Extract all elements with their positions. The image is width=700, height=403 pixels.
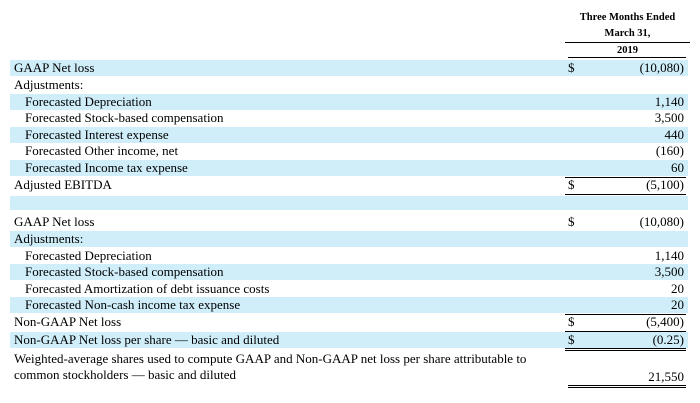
table-row: GAAP Net loss $ (10,080) xyxy=(10,60,688,76)
row-label: Non-GAAP Net loss per share — basic and … xyxy=(14,332,280,347)
header-line3: 2019 xyxy=(617,45,638,56)
row-label: Forecasted Non-cash income tax expense xyxy=(25,297,241,312)
table-row: Non-GAAP Net loss $ (5,400) xyxy=(10,314,688,334)
header-line2: March 31, xyxy=(565,26,690,43)
header-line1: Three Months Ended xyxy=(579,12,676,23)
table-row: Forecasted Interest expense 440 xyxy=(10,127,688,143)
table-row: Forecasted Non-cash income tax expense 20 xyxy=(10,297,688,313)
row-label: Non-GAAP Net loss xyxy=(14,314,122,329)
row-value: 60 xyxy=(671,160,684,175)
row-label: Forecasted Depreciation xyxy=(25,94,152,109)
row-value: 20 xyxy=(671,297,684,312)
row-label: Forecasted Income tax expense xyxy=(25,160,188,175)
row-label: GAAP Net loss xyxy=(14,60,95,75)
row-value: 21,550 xyxy=(648,369,684,384)
table-row: Non-GAAP Net loss per share — basic and … xyxy=(10,332,688,351)
spacer-row xyxy=(10,196,688,210)
row-value: (10,080) xyxy=(639,60,684,75)
table-row: Forecasted Stock-based compensation 3,500 xyxy=(10,264,688,280)
row-value: 20 xyxy=(671,281,684,296)
rule-line xyxy=(568,314,686,334)
table-row: Adjustments: xyxy=(10,77,688,93)
row-value: (5,400) xyxy=(646,314,684,329)
row-label: Adjusted EBITDA xyxy=(14,177,112,192)
rule-line xyxy=(568,332,686,351)
row-label: Forecasted Stock-based compensation xyxy=(25,264,224,279)
row-value: 440 xyxy=(664,127,685,142)
row-value: 1,140 xyxy=(654,94,684,109)
rule-line xyxy=(568,177,686,197)
row-value: (10,080) xyxy=(639,214,684,229)
table-row: Adjusted EBITDA $ (5,100) xyxy=(10,177,688,197)
row-label: Weighted-average shares used to compute … xyxy=(14,351,527,382)
table-row: Forecasted Depreciation 1,140 xyxy=(10,248,688,264)
rule-line xyxy=(568,369,686,388)
currency-symbol: $ xyxy=(568,332,575,347)
row-label: Forecasted Interest expense xyxy=(25,127,169,142)
table-row: Forecasted Other income, net (160) xyxy=(10,143,688,159)
currency-symbol: $ xyxy=(568,177,575,192)
row-label: Forecasted Amortization of debt issuance… xyxy=(25,281,270,296)
row-value: 1,140 xyxy=(654,248,684,263)
table-row: Forecasted Stock-based compensation 3,500 xyxy=(10,110,688,126)
currency-symbol: $ xyxy=(568,60,575,75)
table-row: Forecasted Depreciation 1,140 xyxy=(10,94,688,110)
row-value: (5,100) xyxy=(646,177,684,192)
row-value: (0.25) xyxy=(652,332,684,347)
row-label: GAAP Net loss xyxy=(14,214,95,229)
row-value: 3,500 xyxy=(654,110,684,125)
row-value: 3,500 xyxy=(654,264,684,279)
table-row: Weighted-average shares used to compute … xyxy=(10,351,688,388)
table-row: Forecasted Income tax expense 60 xyxy=(10,160,688,176)
row-label: Forecasted Other income, net xyxy=(25,143,179,158)
currency-symbol: $ xyxy=(568,214,575,229)
row-label: Forecasted Depreciation xyxy=(25,248,152,263)
rule-line xyxy=(568,57,686,58)
table-row: Forecasted Amortization of debt issuance… xyxy=(10,281,688,297)
row-label: Adjustments: xyxy=(14,231,84,246)
column-header: Three Months Ended March 31, 2019 xyxy=(565,10,690,59)
currency-symbol: $ xyxy=(568,314,575,329)
table-row: Adjustments: xyxy=(10,231,688,247)
row-label: Adjustments: xyxy=(14,77,84,92)
row-value: (160) xyxy=(655,143,684,158)
row-label: Forecasted Stock-based compensation xyxy=(25,110,224,125)
table-row: GAAP Net loss $ (10,080) xyxy=(10,214,688,230)
